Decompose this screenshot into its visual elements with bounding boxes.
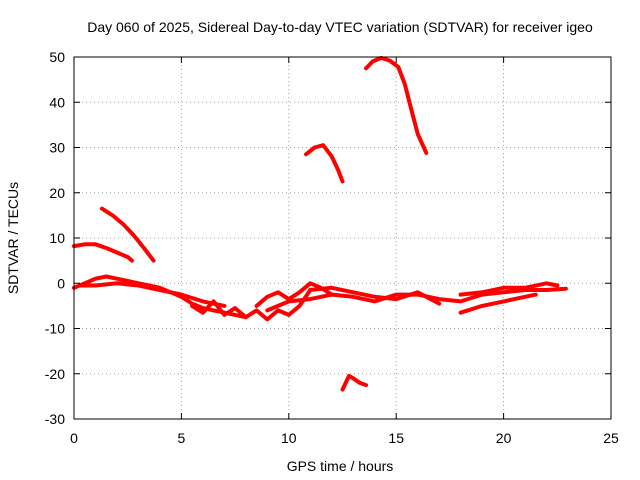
grid bbox=[74, 57, 611, 419]
x-axis: 0 5 10 15 20 25 bbox=[70, 57, 619, 446]
x-tick-label: 5 bbox=[178, 430, 186, 446]
y-axis: -30 -20 -10 0 10 20 30 40 50 bbox=[45, 49, 611, 427]
y-axis-label: SDTVAR / TECUs bbox=[5, 182, 21, 294]
x-tick-label: 20 bbox=[496, 430, 512, 446]
y-tick-label: -20 bbox=[45, 366, 65, 382]
series-arc-g bbox=[78, 281, 227, 308]
series-arc-k bbox=[308, 285, 442, 306]
y-tick-label: 0 bbox=[57, 275, 65, 291]
series-arc-c bbox=[304, 143, 345, 184]
x-tick-label: 10 bbox=[281, 430, 297, 446]
y-tick-label: -30 bbox=[45, 411, 65, 427]
series-arc-d bbox=[364, 55, 429, 155]
chart-title: Day 060 of 2025, Sidereal Day-to-day VTE… bbox=[87, 19, 593, 35]
x-axis-label: GPS time / hours bbox=[287, 458, 394, 474]
y-tick-label: 30 bbox=[49, 140, 65, 156]
y-tick-label: -10 bbox=[45, 321, 65, 337]
x-tick-label: 15 bbox=[388, 430, 404, 446]
y-tick-label: 20 bbox=[49, 185, 65, 201]
series-arc-h bbox=[190, 288, 313, 322]
y-tick-label: 50 bbox=[49, 49, 65, 65]
x-tick-label: 0 bbox=[70, 430, 78, 446]
series-arc-e bbox=[340, 374, 369, 392]
x-tick-label: 25 bbox=[603, 430, 619, 446]
series-arc-a bbox=[72, 242, 134, 263]
y-tick-label: 40 bbox=[49, 94, 65, 110]
series-arc-j bbox=[265, 286, 568, 313]
series-layer bbox=[72, 55, 568, 392]
y-tick-label: 10 bbox=[49, 230, 65, 246]
series-arc-l bbox=[458, 292, 538, 315]
series-arc-b bbox=[99, 206, 156, 263]
series-arc-m bbox=[458, 281, 560, 297]
series-arc-i bbox=[254, 281, 334, 308]
series-arc-f bbox=[72, 274, 248, 320]
